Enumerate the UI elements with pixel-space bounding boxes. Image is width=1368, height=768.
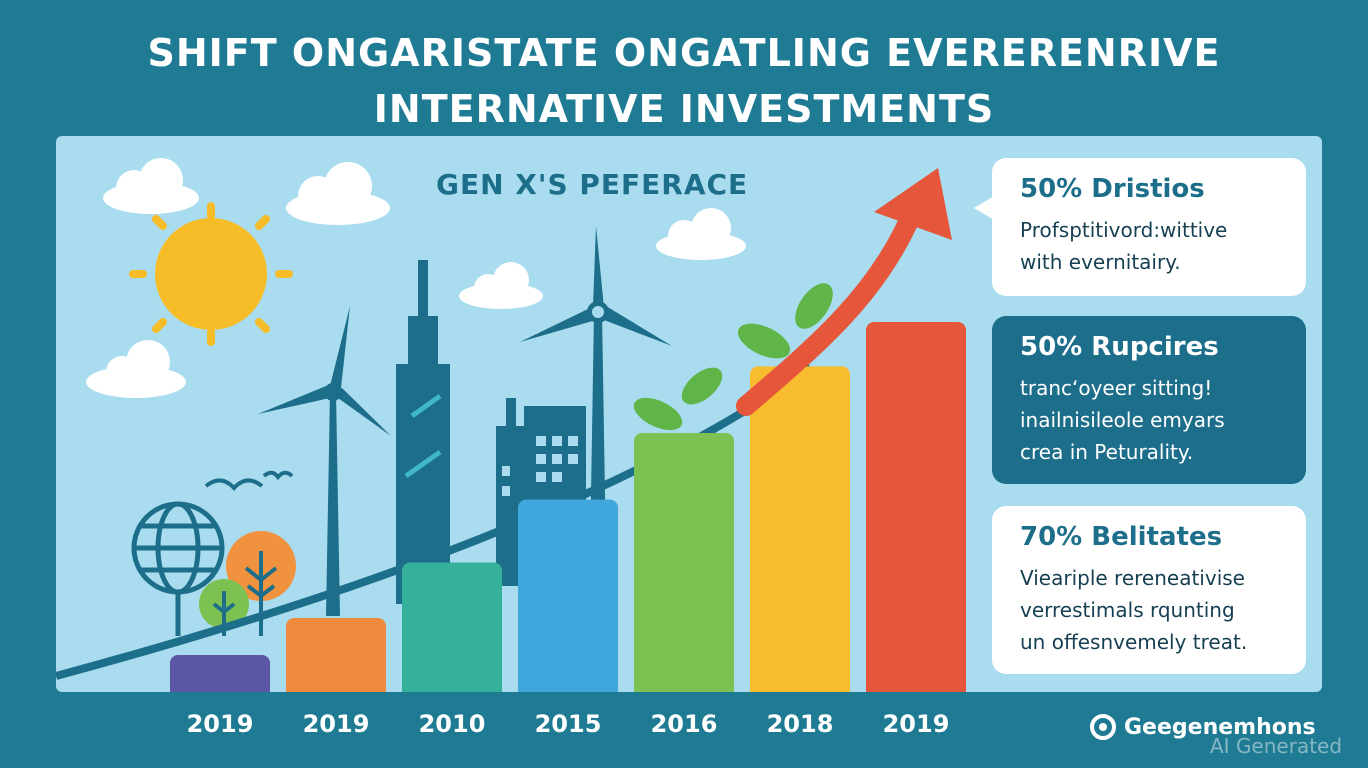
bird-icon [204, 470, 294, 491]
cloud-icon [459, 262, 543, 309]
year-label: 2018 [766, 710, 834, 738]
stat-card-3-line: Vieariple rereneativise [1020, 566, 1245, 590]
watermark: AI Generated [1210, 734, 1343, 758]
bar [750, 366, 850, 692]
year-label: 2016 [650, 710, 718, 738]
year-axis: 2019 2019 2010 2015 2016 2018 2019 [0, 710, 1000, 740]
growth-arrow-icon [736, 168, 952, 416]
bar [518, 499, 618, 692]
bar [286, 618, 386, 692]
stat-card-1-line: with evernitairy. [1020, 250, 1181, 274]
year-label: 2019 [882, 710, 950, 738]
year-label: 2019 [186, 710, 254, 738]
bar [866, 322, 966, 692]
stat-card-1-headline: 50% Dristios [1020, 174, 1205, 204]
brand-logo: Geegenemhons [1090, 714, 1316, 740]
skyscraper-window [404, 393, 442, 479]
year-label: 2019 [302, 710, 370, 738]
target-icon [1090, 714, 1116, 740]
stat-card-3-line: un offesnvemely treat. [1020, 630, 1248, 654]
bar [402, 562, 502, 692]
stat-card-3-headline: 70% Belitates [1020, 522, 1223, 552]
bar [634, 433, 734, 692]
stat-card-2: 50% Rupcires trancʻoyeer sitting! inailn… [992, 316, 1306, 484]
stat-card-3: 70% Belitates Vieariple rereneativise ve… [992, 506, 1306, 674]
title-line-1: SHIFT ONGARISTATE ONGATLING EVERERENRIVE [147, 31, 1221, 75]
stat-card-1: 50% Dristios Profsptitivord:wittive with… [974, 158, 1306, 296]
stat-card-2-line: trancʻoyeer sitting! [1020, 376, 1213, 400]
year-label: 2015 [534, 710, 602, 738]
bars-layer [170, 322, 966, 692]
wind-turbine-icon [520, 226, 672, 556]
bar [170, 655, 270, 692]
cloud-icon [86, 340, 186, 398]
stat-card-2-line: inailnisileole emyars [1020, 408, 1225, 432]
globe-icon [131, 501, 225, 636]
stat-card-3-line: verrestimals rqunting [1020, 598, 1235, 622]
title-line-2: INTERNATIVE INVESTMENTS [373, 87, 995, 131]
stat-card-2-line: crea in Peturality. [1020, 440, 1194, 464]
infographic-illustration [56, 158, 966, 692]
year-label: 2010 [418, 710, 486, 738]
stat-card-1-line: Profsptitivord:wittive [1020, 218, 1228, 242]
page-title: SHIFT ONGARISTATE ONGATLING EVERERENRIVE… [0, 28, 1368, 134]
cloud-icon [103, 158, 199, 214]
brand-name: Geegenemhons [1124, 714, 1316, 740]
sun-icon [129, 202, 293, 346]
cloud-icon [656, 208, 746, 260]
cloud-icon [286, 162, 390, 225]
stat-card-2-headline: 50% Rupcires [1020, 332, 1219, 362]
wind-turbine-icon [258, 306, 391, 616]
panel-label: GEN X'S PEFERACE [436, 168, 749, 201]
